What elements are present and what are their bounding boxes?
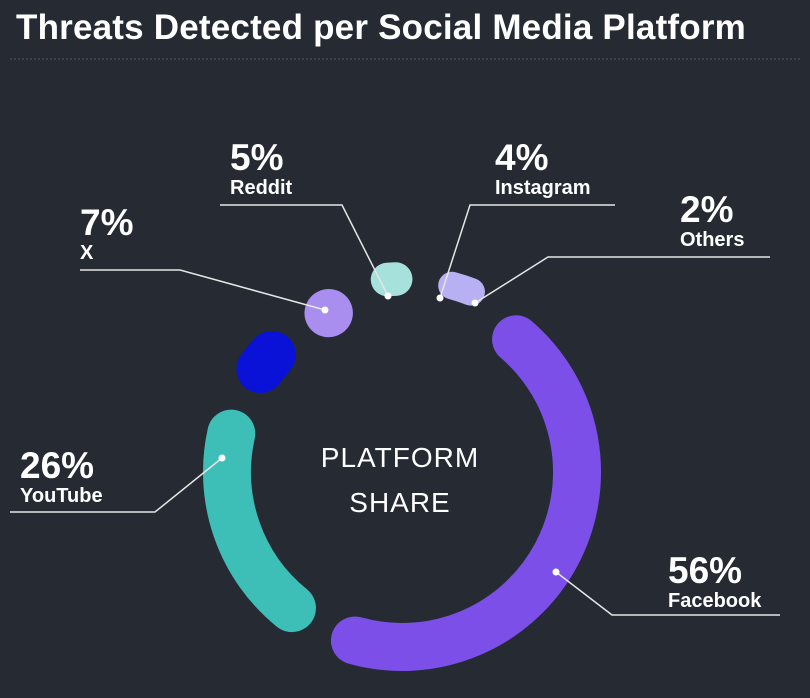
center-label-line-2: SHARE bbox=[349, 487, 450, 518]
leader-dot-youtube bbox=[218, 454, 226, 462]
center-label-line-1: PLATFORM bbox=[321, 442, 479, 473]
slice-name-facebook: Facebook bbox=[668, 590, 762, 612]
donut-arcs bbox=[203, 262, 601, 671]
leader-dot-x bbox=[321, 306, 329, 314]
leader-line-reddit bbox=[220, 204, 389, 297]
slice-others bbox=[438, 271, 485, 306]
slice-value-youtube: 26% bbox=[20, 445, 94, 486]
leader-line-facebook bbox=[555, 571, 780, 616]
slice-value-instagram: 4% bbox=[495, 137, 548, 178]
slice-name-others: Others bbox=[680, 229, 744, 251]
leader-dot-facebook bbox=[552, 568, 560, 576]
slice-x bbox=[236, 331, 296, 394]
leader-line-x bbox=[80, 269, 326, 311]
slice-value-reddit: 5% bbox=[230, 137, 283, 178]
slice-labels: 56%Facebook 26%YouTube 7%X 5%Reddit 4%Instag… bbox=[20, 137, 762, 612]
slice-name-instagram: Instagram bbox=[495, 177, 591, 199]
slice-youtube bbox=[203, 409, 316, 633]
chart-title: Threats Detected per Social Media Platfo… bbox=[16, 8, 747, 47]
leader-dot-reddit bbox=[384, 292, 392, 300]
leader-dot-instagram bbox=[436, 294, 444, 302]
title-divider bbox=[10, 58, 800, 60]
leader-dot-others bbox=[471, 299, 479, 307]
slice-value-facebook: 56% bbox=[668, 550, 742, 591]
leader-lines bbox=[10, 204, 780, 616]
slice-name-x: X bbox=[80, 242, 94, 264]
leader-line-others bbox=[474, 256, 770, 304]
slice-value-x: 7% bbox=[80, 202, 133, 243]
leader-line-instagram bbox=[439, 204, 615, 299]
leader-line-youtube bbox=[10, 457, 223, 513]
slice-value-others: 2% bbox=[680, 189, 733, 230]
slice-name-reddit: Reddit bbox=[230, 177, 293, 199]
slice-name-youtube: YouTube bbox=[20, 485, 103, 507]
slice-facebook bbox=[330, 315, 601, 671]
